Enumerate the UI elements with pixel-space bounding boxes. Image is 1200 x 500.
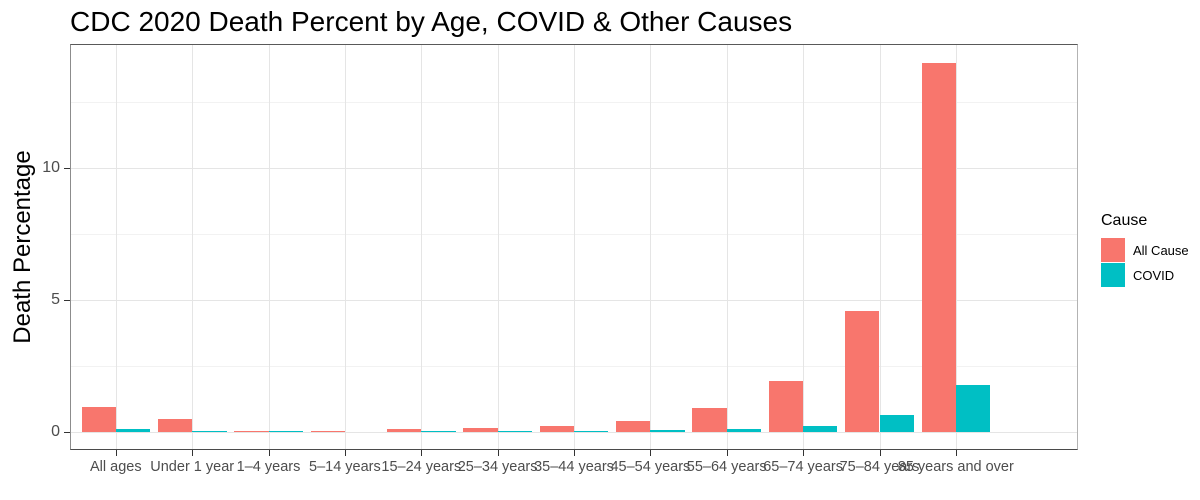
bar-covid bbox=[574, 431, 609, 432]
bar-covid bbox=[955, 385, 991, 432]
category-gridline bbox=[879, 44, 881, 450]
bar-all-cause bbox=[539, 426, 574, 432]
x-tick-mark bbox=[344, 450, 346, 456]
legend-entry-all-cause: All Cause bbox=[1101, 238, 1189, 262]
category-gridline bbox=[726, 44, 728, 450]
x-tick-label: All ages bbox=[90, 459, 142, 475]
x-tick-mark bbox=[574, 450, 575, 456]
legend-title: Cause bbox=[1101, 212, 1148, 229]
y-tick-label: 0 bbox=[51, 422, 60, 440]
x-tick-label: 45–54 years bbox=[610, 459, 691, 475]
bar-covid bbox=[650, 430, 685, 432]
x-tick-mark bbox=[879, 450, 881, 456]
legend-items: All Cause COVID bbox=[1101, 238, 1189, 287]
x-tick-label: 75–84 years bbox=[839, 459, 920, 475]
y-axis-title: Death Percentage bbox=[9, 150, 36, 344]
bar-all-cause bbox=[81, 406, 116, 432]
category-gridline bbox=[421, 44, 423, 450]
y-tick-mark bbox=[64, 167, 70, 169]
bar-all-cause bbox=[157, 418, 193, 432]
bar-all-cause bbox=[921, 63, 956, 432]
legend-entry-label: COVID bbox=[1133, 267, 1175, 283]
category-gridline bbox=[268, 44, 270, 450]
legend-entry-covid: COVID bbox=[1101, 263, 1189, 287]
legend-key-swatch bbox=[1101, 238, 1125, 262]
category-gridline bbox=[497, 44, 499, 450]
chart-title: CDC 2020 Death Percent by Age, COVID & O… bbox=[70, 6, 793, 37]
bar-all-cause bbox=[692, 407, 727, 432]
y-tick-mark bbox=[64, 299, 70, 301]
x-tick-mark bbox=[497, 450, 499, 456]
category-gridline bbox=[344, 44, 346, 450]
x-tick-label: 55–64 years bbox=[686, 459, 767, 475]
bar-all-cause bbox=[616, 421, 651, 432]
x-tick-label: 25–34 years bbox=[457, 459, 538, 475]
plot-panel bbox=[70, 44, 1078, 450]
category-gridline bbox=[115, 44, 117, 450]
category-gridline bbox=[574, 44, 575, 450]
bar-covid bbox=[879, 415, 914, 432]
x-tick-mark bbox=[650, 450, 652, 456]
legend-entry-label: All Cause bbox=[1133, 242, 1189, 258]
bar-all-cause bbox=[234, 431, 269, 432]
x-tick-mark bbox=[803, 450, 805, 456]
x-tick-label: 85 years and over bbox=[897, 459, 1014, 475]
bar-all-cause bbox=[386, 429, 422, 432]
bar-all-cause bbox=[463, 427, 498, 432]
y-tick-mark bbox=[64, 431, 70, 433]
legend: Cause All Cause COVID bbox=[1101, 212, 1189, 288]
x-tick-label: 1–4 years bbox=[236, 459, 301, 475]
x-tick-mark bbox=[421, 450, 423, 456]
y-tick-label: 5 bbox=[51, 290, 60, 308]
x-tick-label: 65–74 years bbox=[763, 459, 843, 475]
x-tick-label: 5–14 years bbox=[309, 459, 381, 475]
x-tick-mark bbox=[268, 450, 270, 456]
x-tick-mark bbox=[955, 450, 957, 456]
bar-all-cause bbox=[768, 381, 804, 432]
category-gridline bbox=[803, 44, 805, 450]
bar-covid bbox=[115, 428, 151, 432]
x-tick-label: Under 1 year bbox=[150, 459, 235, 475]
bar-covid bbox=[726, 429, 762, 432]
x-tick-mark bbox=[115, 450, 117, 456]
bar-covid bbox=[803, 426, 838, 432]
bar-all-cause bbox=[845, 311, 880, 432]
x-tick-mark bbox=[726, 450, 728, 456]
category-gridline bbox=[955, 44, 957, 450]
category-gridline bbox=[650, 44, 652, 450]
legend-key-swatch bbox=[1101, 263, 1125, 287]
y-tick-label: 10 bbox=[42, 158, 60, 176]
x-tick-mark bbox=[192, 450, 194, 456]
x-tick-label: 15–24 years bbox=[381, 459, 462, 475]
category-gridline bbox=[192, 44, 194, 450]
x-tick-label: 35–44 years bbox=[534, 459, 614, 475]
